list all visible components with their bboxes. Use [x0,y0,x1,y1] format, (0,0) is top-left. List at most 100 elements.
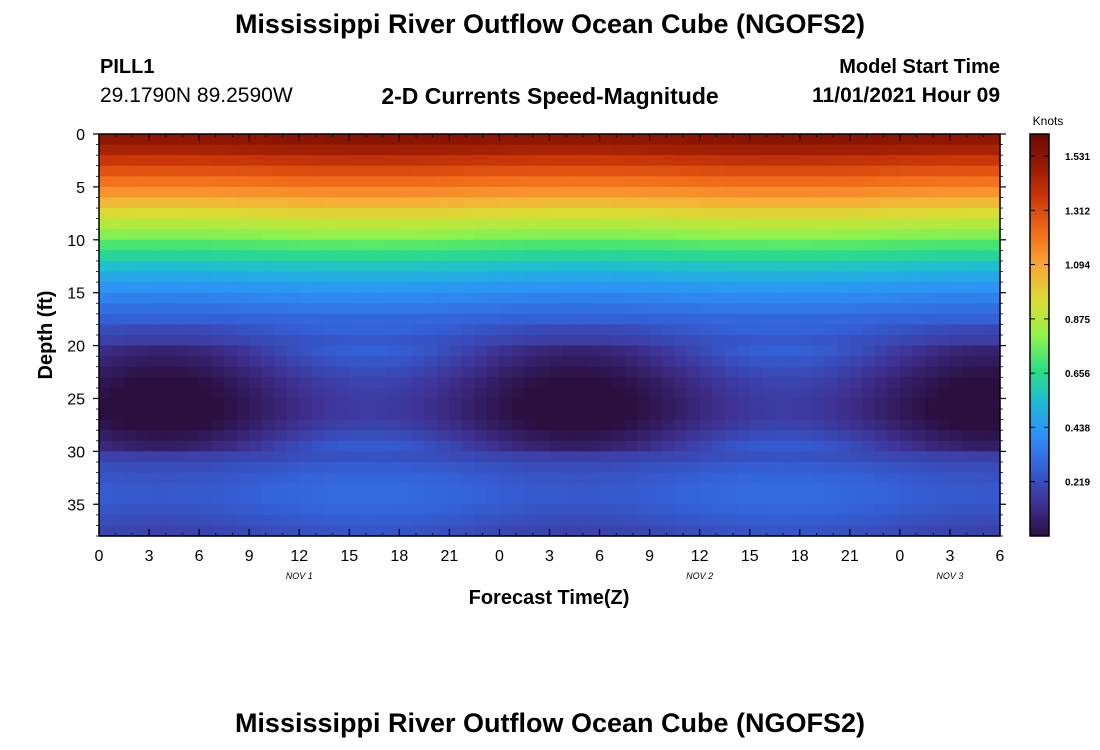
heatmap-cell [799,419,813,431]
heatmap-cell [174,208,188,220]
heatmap-cell [136,514,150,527]
heatmap-cell [812,409,826,421]
heatmap-cell [612,504,626,516]
heatmap-cell [424,134,438,146]
heatmap-cell [974,398,989,410]
heatmap-cell [536,292,551,304]
heatmap-cell [874,292,888,304]
heatmap-cell [524,461,538,474]
heatmap-cell [612,250,626,262]
heatmap-cell [274,165,288,177]
heatmap-cell [624,440,638,452]
heatmap-cell [249,419,263,431]
heatmap-cell [186,260,200,273]
heatmap-cell [849,472,863,484]
heatmap-cell [874,398,888,410]
heatmap-cell [411,461,425,474]
heatmap-cell [699,483,713,495]
heatmap-cell [874,504,888,516]
heatmap-cell [737,176,751,188]
heatmap-cell [724,218,738,230]
heatmap-cell [124,165,138,177]
heatmap-cell [461,483,476,495]
heatmap-cell [674,398,688,410]
heatmap-cell [949,134,964,146]
x-tick-label: 0 [495,548,504,565]
heatmap-cell [474,271,488,283]
heatmap-cell [937,292,951,304]
heatmap-cell [887,155,901,167]
heatmap-cell [536,218,551,230]
heatmap-cell [962,493,976,505]
heatmap-cell [974,430,989,442]
heatmap-cell [724,504,738,516]
heatmap-cell [624,451,638,463]
heatmap-cell [649,144,663,156]
heatmap-cell [837,472,851,484]
heatmap-cell [799,525,813,537]
heatmap-cell [837,197,851,209]
heatmap-cell [849,208,863,220]
heatmap-cell [299,282,313,294]
heatmap-cell [787,461,801,474]
heatmap-cell [924,208,939,220]
heatmap-cell [136,440,150,452]
heatmap-cell [812,165,826,177]
heatmap-cell [899,472,913,484]
heatmap-cell [924,377,939,389]
heatmap-cell [812,472,826,484]
heatmap-cell [837,208,851,220]
heatmap-cell [874,134,888,146]
heatmap-cell [124,218,138,230]
heatmap-cell [712,409,726,421]
heatmap-cell [511,165,526,177]
heatmap-cell [687,176,701,188]
heatmap-cell [637,419,651,431]
heatmap-cell [862,144,876,156]
heatmap-cell [399,387,413,400]
heatmap-cell [924,282,939,294]
heatmap-cell [174,409,188,421]
heatmap-cell [987,165,1001,177]
heatmap-cell [136,461,150,474]
heatmap-cell [712,208,726,220]
heatmap-cell [924,514,939,527]
heatmap-cell [524,493,538,505]
heatmap-cell [124,155,138,167]
heatmap-cell [749,313,763,326]
heatmap-cell [699,229,713,241]
heatmap-cell [949,493,964,505]
heatmap-cell [324,186,338,199]
heatmap-cell [299,292,313,304]
y-tick-label: 10 [67,233,85,250]
heatmap-cell [849,260,863,273]
heatmap-cell [774,461,788,474]
heatmap-cell [612,356,626,368]
heatmap-cell [737,504,751,516]
heatmap-cell [249,260,263,273]
heatmap-cell [812,398,826,410]
heatmap-cell [524,229,538,241]
heatmap-cell [461,493,476,505]
station-coordinates: 29.1790N 89.2590W [100,84,293,107]
heatmap-cell [899,451,913,463]
heatmap-cell [912,218,926,230]
heatmap-cell [637,324,651,336]
heatmap-cell [411,176,425,188]
heatmap-cell [136,419,150,431]
heatmap-cell [461,514,476,527]
heatmap-cell [186,440,200,452]
heatmap-cell [224,271,238,283]
heatmap-cell [812,218,826,230]
heatmap-cell [261,483,275,495]
heatmap-cell [649,377,663,389]
heatmap-cell [862,335,876,347]
heatmap-cell [249,186,263,199]
heatmap-cell [649,282,663,294]
heatmap-cell [799,250,813,262]
heatmap-cell [499,377,513,389]
colorbar-gradient [1029,133,1050,537]
heatmap-cell [424,292,438,304]
heatmap-cell [699,239,713,251]
heatmap-cell [436,366,450,378]
